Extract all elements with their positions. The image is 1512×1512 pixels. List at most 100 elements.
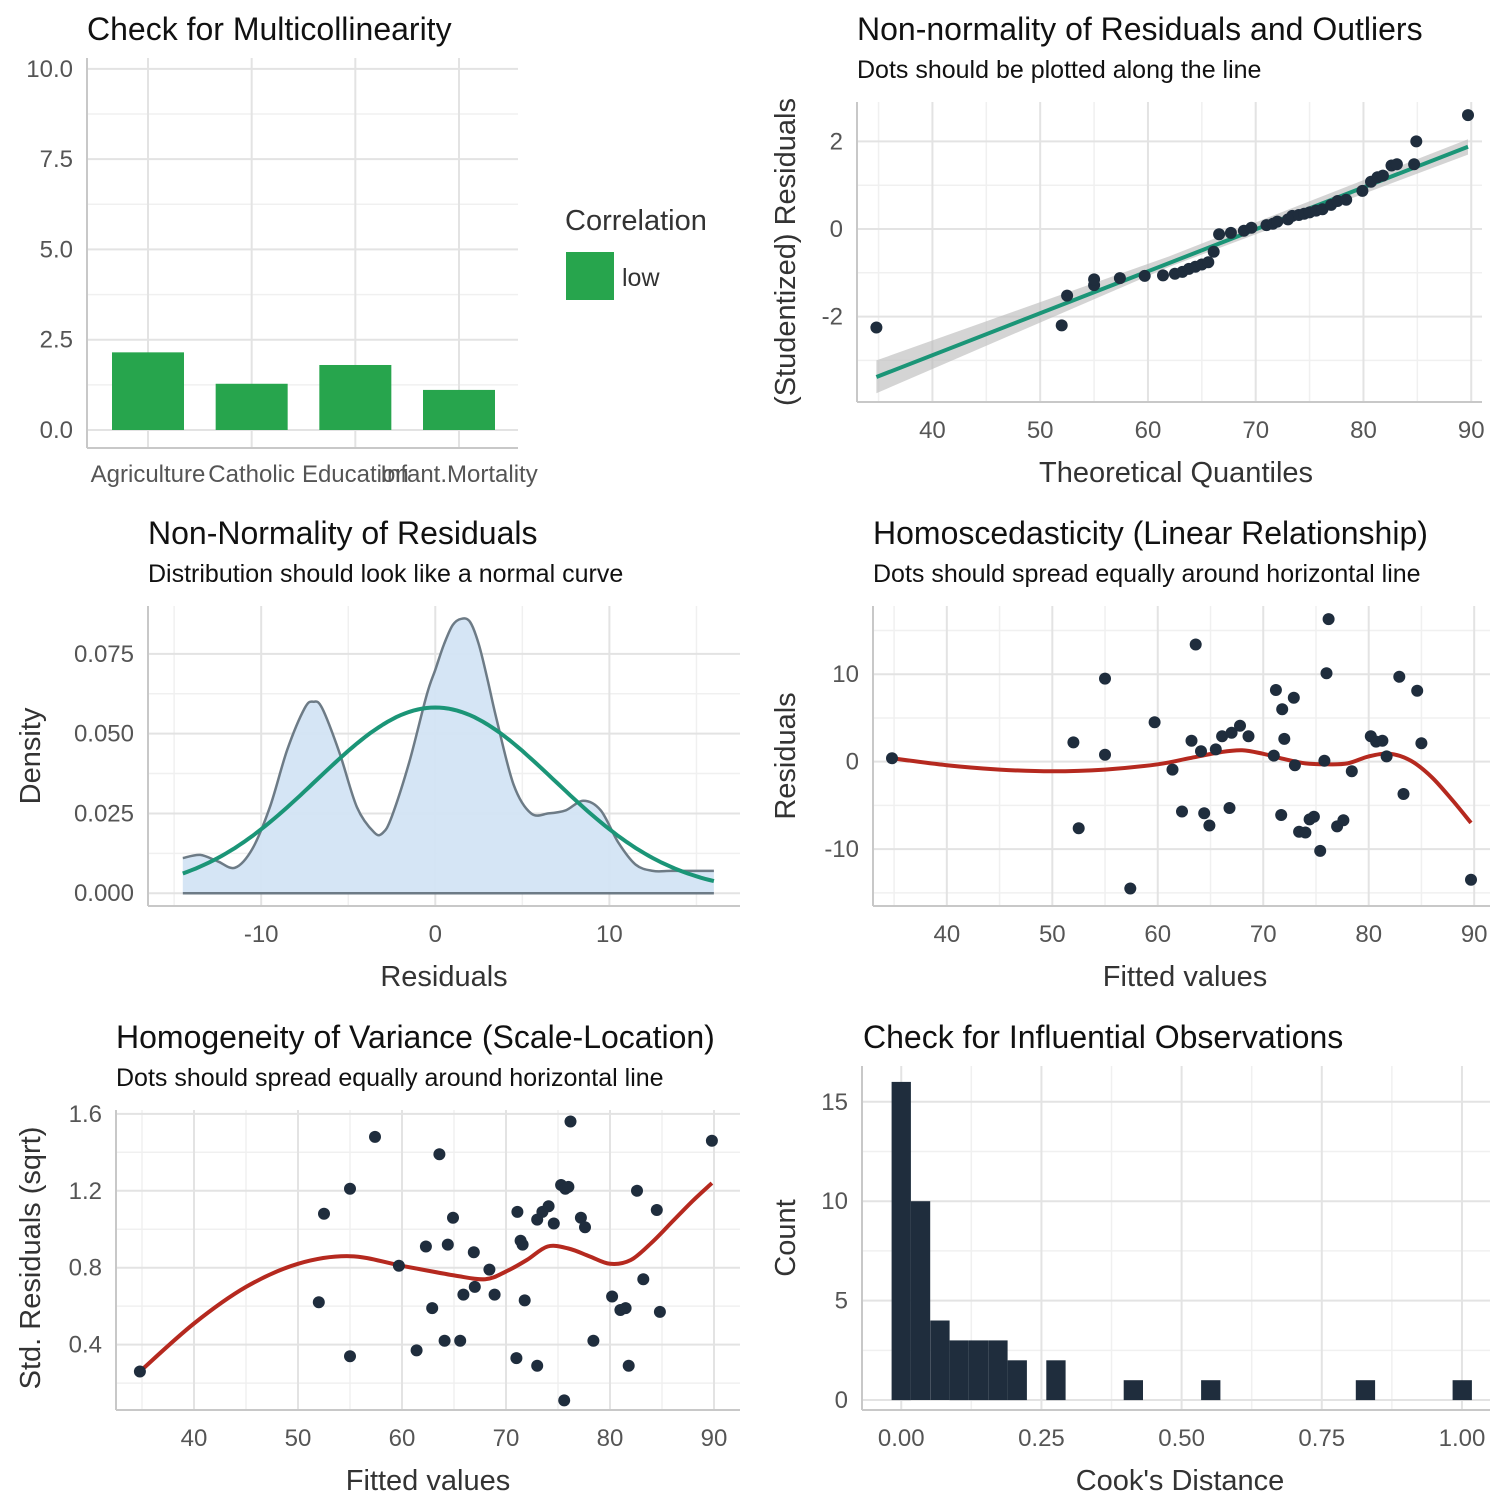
multicollinearity-bars <box>112 352 495 430</box>
x-tick-label: 70 <box>1242 417 1269 444</box>
data-point <box>650 1204 663 1216</box>
data-point <box>1242 730 1255 743</box>
data-point <box>488 1288 501 1301</box>
data-point <box>1465 873 1477 886</box>
data-point <box>870 321 883 334</box>
x-tick-label: 80 <box>1350 417 1377 444</box>
data-point <box>1271 215 1284 228</box>
histogram-bar <box>1355 1380 1376 1401</box>
data-point <box>542 1200 555 1213</box>
histogram-bar <box>1452 1380 1472 1401</box>
data-point <box>1234 719 1246 732</box>
histogram-bar <box>949 1340 969 1401</box>
y-tick-label: 0.0 <box>40 417 73 444</box>
data-point <box>510 1352 523 1365</box>
normal-curve <box>182 705 715 884</box>
y-tick-label: -10 <box>824 836 859 863</box>
x-tick-label: 60 <box>1135 417 1162 444</box>
qq-title: Non-normality of Residuals and Outliers <box>857 11 1423 47</box>
data-point <box>1307 810 1320 823</box>
legend-key-low <box>566 252 614 300</box>
data-point <box>1207 245 1220 258</box>
qq-x-ticks: 40 50 60 70 80 90 <box>919 417 1484 444</box>
bar-agriculture <box>112 352 184 430</box>
y-tick-label: 0.8 <box>69 1255 102 1282</box>
data-point <box>1099 748 1111 761</box>
data-point <box>1376 169 1389 182</box>
qq-subtitle: Dots should be plotted along the line <box>857 56 1261 84</box>
data-point <box>1138 269 1151 282</box>
scale-location-points <box>133 1115 718 1407</box>
data-point <box>1203 819 1216 832</box>
x-tick-label: 80 <box>597 1425 624 1452</box>
histogram-bar <box>988 1340 1008 1401</box>
data-point <box>547 1217 560 1230</box>
data-point <box>606 1290 619 1303</box>
cooks-distance-x-label: Cook's Distance <box>1076 1465 1285 1497</box>
loess-line <box>138 1181 714 1373</box>
data-point <box>344 1182 356 1195</box>
data-point <box>1223 802 1236 814</box>
data-point <box>419 1240 432 1253</box>
data-point <box>457 1288 470 1301</box>
data-point <box>619 1302 632 1315</box>
x-tick-label: 60 <box>1144 921 1171 948</box>
x-tick-label: Agriculture <box>91 461 206 488</box>
qq-y-label: (Studentized) Residuals <box>770 98 802 406</box>
y-tick-label: 5 <box>835 1288 848 1315</box>
homoscedasticity-subtitle: Dots should spread equally around horizo… <box>873 560 1421 588</box>
density-line <box>182 617 714 873</box>
y-tick-label: 5.0 <box>40 236 73 263</box>
correlation-legend: Correlation low <box>565 205 707 300</box>
x-tick-label: 50 <box>1039 921 1066 948</box>
data-point <box>1216 730 1229 743</box>
data-point <box>1198 807 1211 820</box>
bar-infant-mortality <box>423 389 495 430</box>
data-point <box>1195 745 1207 758</box>
data-point <box>312 1296 325 1309</box>
homoscedasticity-points <box>886 613 1477 895</box>
multicollinearity-y-ticks: 0.0 2.5 5.0 7.5 10.0 <box>26 56 73 444</box>
data-point <box>392 1259 405 1272</box>
y-tick-label: 0.000 <box>74 880 134 907</box>
x-tick-label: Catholic <box>208 461 295 488</box>
density-title: Non-Normality of Residuals <box>148 515 537 551</box>
data-point <box>344 1350 356 1363</box>
data-point <box>1397 788 1410 800</box>
density-y-label: Density <box>15 707 47 804</box>
data-point <box>1275 809 1288 821</box>
data-point <box>441 1238 454 1251</box>
data-point <box>1276 703 1289 716</box>
data-point <box>410 1344 423 1357</box>
legend-title: Correlation <box>565 205 707 237</box>
homoscedasticity-y-label: Residuals <box>770 692 802 819</box>
histogram-bar <box>1123 1380 1143 1401</box>
y-tick-label: 0.075 <box>74 641 134 668</box>
data-point <box>1267 749 1280 762</box>
data-point <box>1185 734 1198 747</box>
x-tick-label: 10 <box>596 921 623 948</box>
x-tick-label: 0.75 <box>1298 1425 1345 1452</box>
y-tick-label: 1.6 <box>69 1101 102 1128</box>
data-point <box>886 752 898 765</box>
y-tick-label: 2.5 <box>40 327 73 354</box>
data-point <box>1099 672 1111 685</box>
x-tick-label: 0 <box>429 921 442 948</box>
data-point <box>531 1359 544 1372</box>
data-point <box>1380 750 1393 763</box>
x-tick-label: 1.00 <box>1439 1425 1486 1452</box>
data-point <box>1410 135 1423 148</box>
data-point <box>1088 273 1101 286</box>
multicollinearity-grid <box>86 58 518 449</box>
histogram-bar <box>969 1340 989 1401</box>
data-point <box>433 1148 446 1161</box>
y-tick-label: 0.025 <box>74 800 134 827</box>
histogram-bar <box>891 1081 911 1401</box>
data-point <box>516 1238 529 1251</box>
x-tick-label: 60 <box>389 1425 416 1452</box>
normal-reference-curve <box>182 705 715 884</box>
data-point <box>1166 763 1179 776</box>
data-point <box>511 1205 524 1218</box>
density-y-ticks: 0.000 0.025 0.050 0.075 <box>74 641 134 907</box>
x-tick-label: 70 <box>1250 921 1277 948</box>
